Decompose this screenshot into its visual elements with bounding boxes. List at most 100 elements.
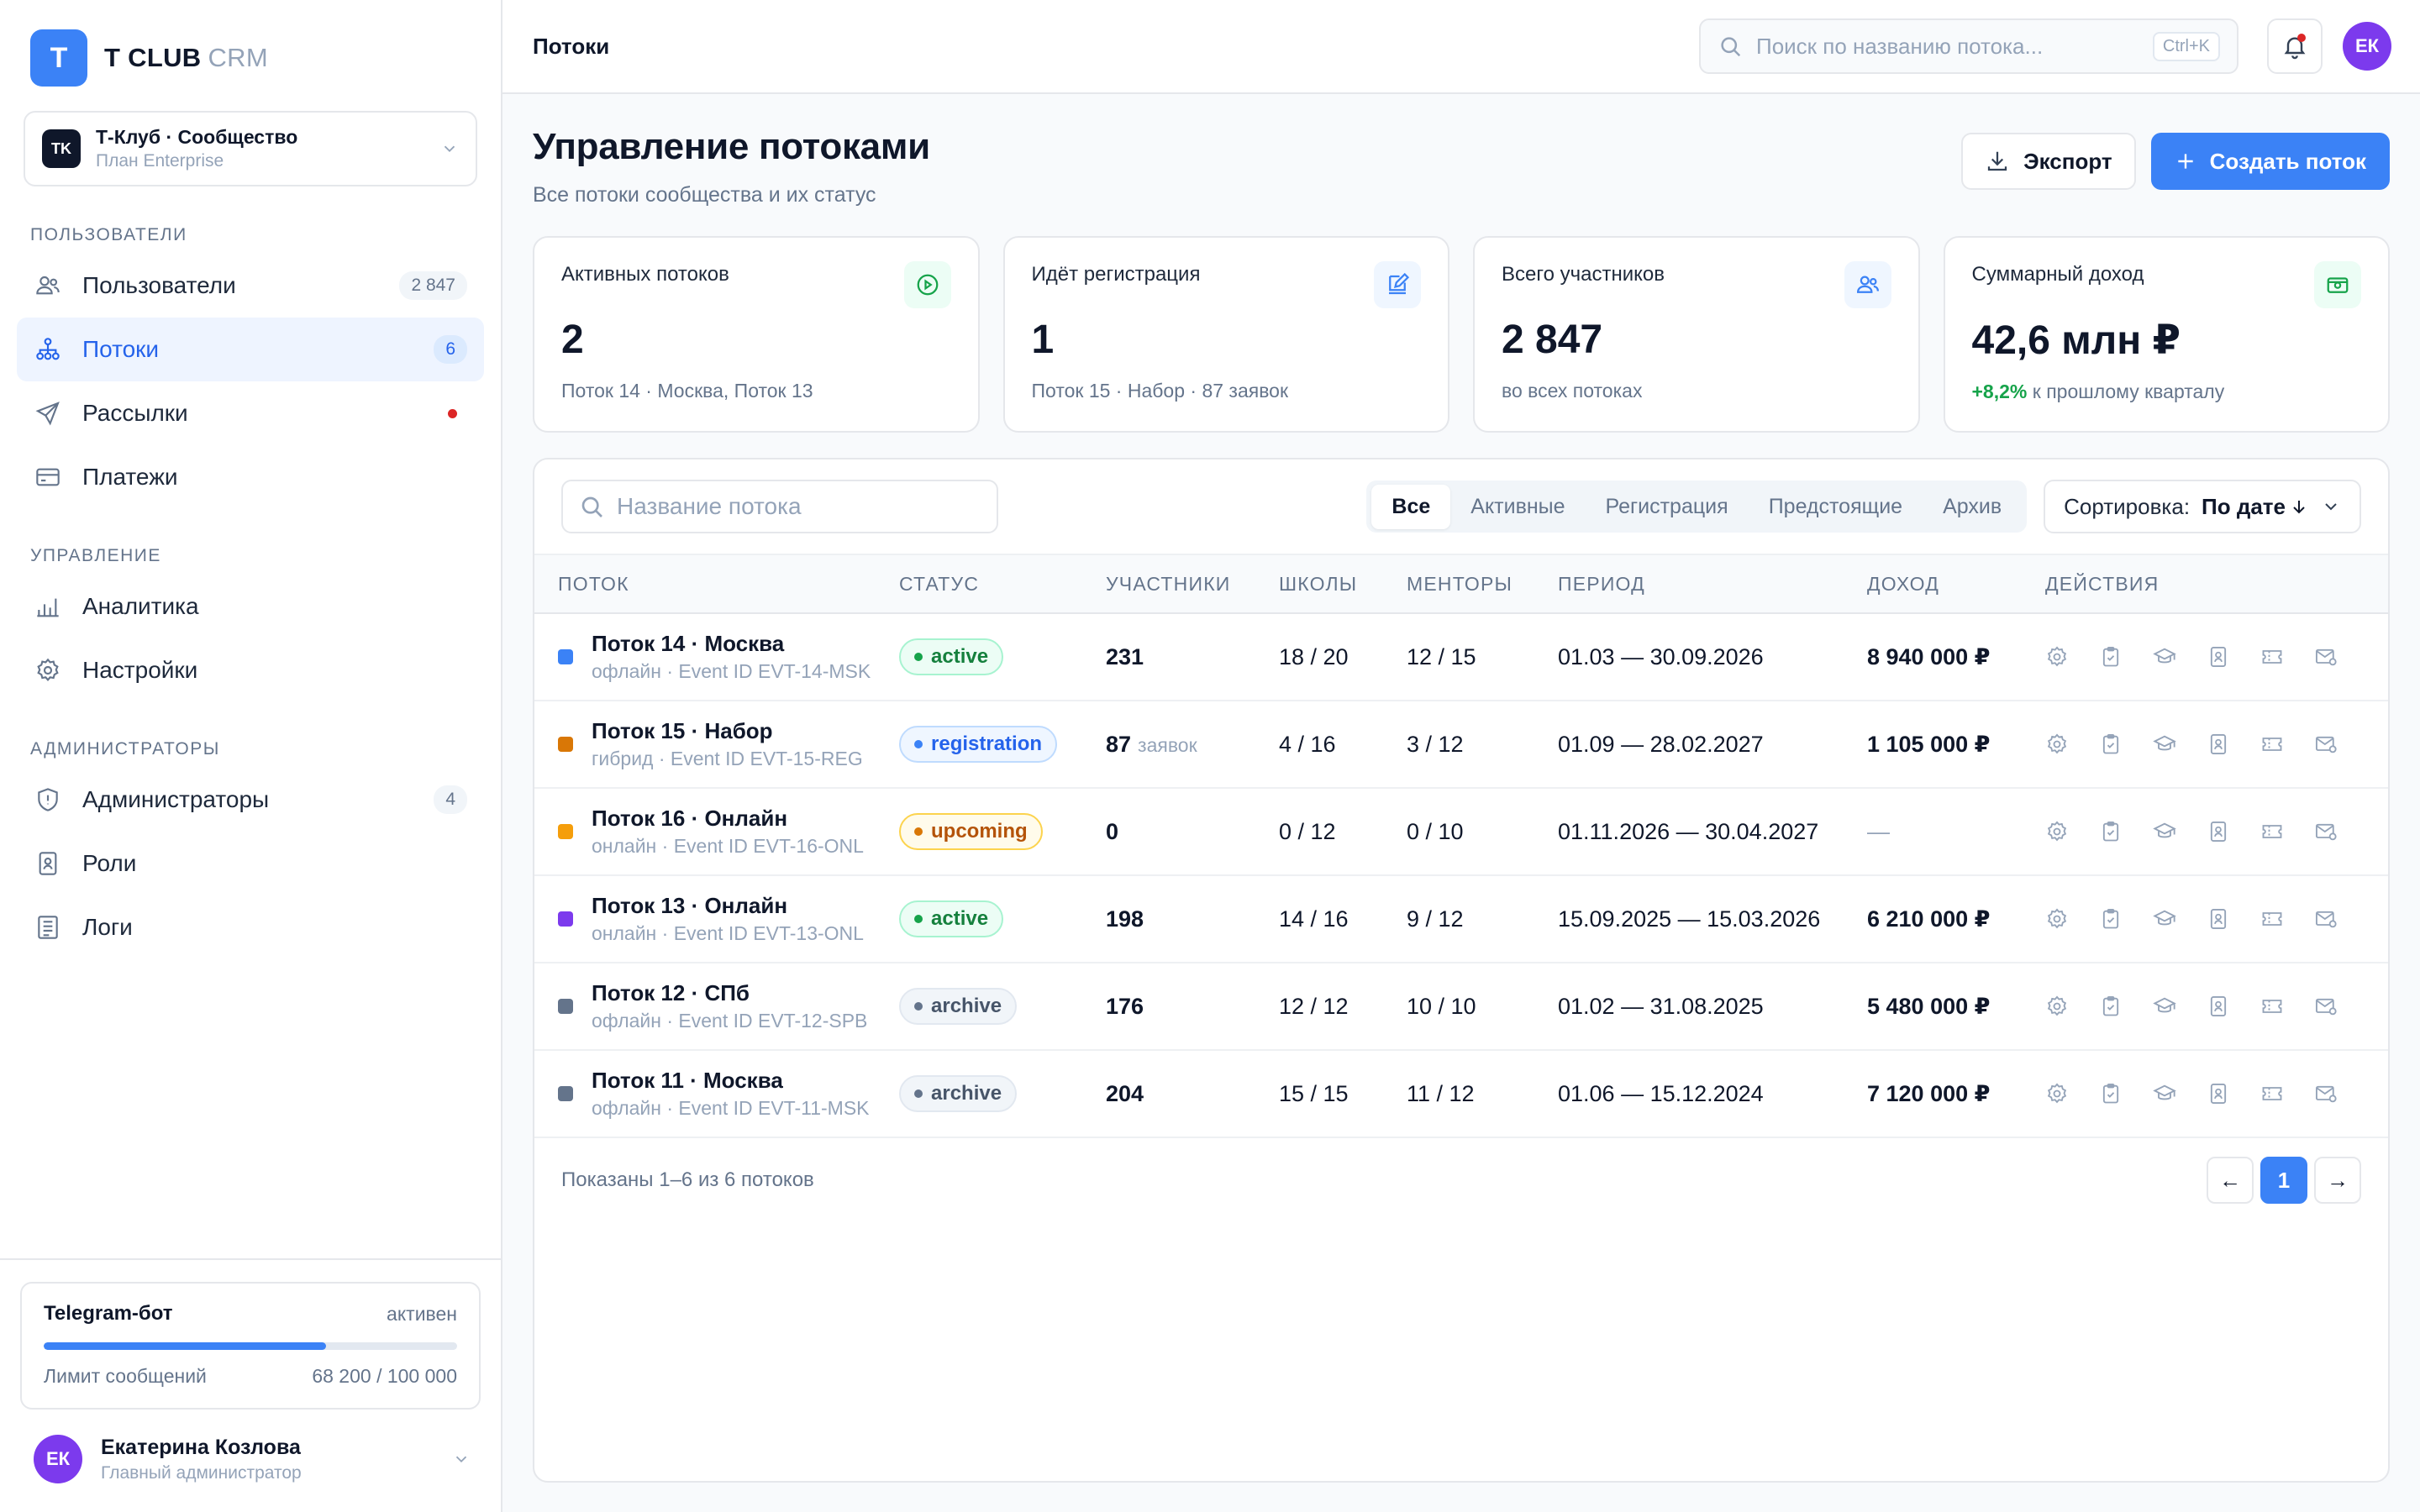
sidebar-item-logs[interactable]: Логи — [17, 895, 484, 959]
flow-name[interactable]: Поток 15 · Набор — [592, 718, 773, 743]
download-icon — [1988, 151, 2007, 171]
gear-icon[interactable] — [2045, 902, 2099, 936]
filter-tab-registration[interactable]: Регистрация — [1605, 494, 1728, 518]
flow-search-input[interactable]: Название потока — [561, 480, 998, 533]
table-row[interactable]: Поток 11 · Москва офлайн · Event ID EVT-1… — [534, 1051, 2388, 1138]
flow-name[interactable]: Поток 11 · Москва — [592, 1068, 783, 1093]
mail-settings-icon[interactable] — [2314, 815, 2368, 848]
flow-meta: онлайн · Event ID EVT-13-ONL — [592, 922, 864, 944]
gear-icon[interactable] — [2045, 727, 2099, 761]
column-header-flow[interactable]: ПОТОК — [558, 572, 629, 595]
graduation-cap-icon[interactable] — [2153, 815, 2207, 848]
table-row[interactable]: Поток 13 · Онлайн онлайн · Event ID EVT-1… — [534, 876, 2388, 963]
user-role: Главный администратор — [101, 1462, 302, 1483]
id-badge-icon[interactable] — [2207, 640, 2260, 674]
id-badge-icon[interactable] — [2207, 902, 2260, 936]
mail-settings-icon[interactable] — [2314, 1077, 2368, 1110]
ticket-icon[interactable] — [2260, 1077, 2314, 1110]
notifications-button[interactable] — [2267, 18, 2323, 74]
clipboard-icon[interactable] — [2099, 902, 2153, 936]
next-page-button[interactable]: → — [2314, 1157, 2361, 1204]
table-row[interactable]: Поток 15 · Набор гибрид · Event ID EVT-15… — [534, 701, 2388, 789]
gear-icon[interactable] — [2045, 1077, 2099, 1110]
column-header-status[interactable]: СТАТУС — [899, 572, 980, 595]
id-badge-icon[interactable] — [2207, 1077, 2260, 1110]
sidebar-item-label: Логи — [82, 914, 133, 940]
filter-tab-all[interactable]: Все — [1371, 484, 1451, 529]
stat-card-total-members: Всего участников 2 847 во всех потоках — [1473, 236, 1920, 433]
gear-icon[interactable] — [2045, 815, 2099, 848]
graduation-cap-icon[interactable] — [2153, 902, 2207, 936]
mail-settings-icon[interactable] — [2314, 727, 2368, 761]
table-footer: Показаны 1–6 из 6 потоков ← 1 → — [534, 1138, 2388, 1222]
sidebar-item-flows[interactable]: Потоки 6 — [17, 318, 484, 381]
column-header-members[interactable]: УЧАСТНИКИ — [1106, 572, 1231, 595]
clipboard-icon[interactable] — [2099, 990, 2153, 1023]
sidebar-item-payments[interactable]: Платежи — [17, 445, 484, 509]
avatar[interactable]: ЕК — [2343, 22, 2391, 71]
search-icon — [581, 496, 602, 517]
clipboard-icon[interactable] — [2099, 640, 2153, 674]
table-header: ПОТОК СТАТУС УЧАСТНИКИ ШКОЛЫ МЕНТОРЫ ПЕР… — [534, 555, 2388, 614]
graduation-cap-icon[interactable] — [2153, 990, 2207, 1023]
sidebar-item-mailings[interactable]: Рассылки — [17, 381, 484, 445]
sidebar-item-users[interactable]: Пользователи 2 847 — [17, 254, 484, 318]
status-dot — [914, 915, 923, 923]
id-badge-icon[interactable] — [2207, 815, 2260, 848]
ticket-icon[interactable] — [2260, 640, 2314, 674]
graduation-cap-icon[interactable] — [2153, 640, 2207, 674]
mail-settings-icon[interactable] — [2314, 990, 2368, 1023]
mail-settings-icon[interactable] — [2314, 640, 2368, 674]
table-row[interactable]: Поток 14 · Москва офлайн · Event ID EVT-1… — [534, 614, 2388, 701]
sidebar-item-settings[interactable]: Настройки — [17, 638, 484, 702]
current-user-menu[interactable]: ЕК Екатерина Козлова Главный администрат… — [0, 1410, 501, 1512]
ticket-icon[interactable] — [2260, 990, 2314, 1023]
mentors-value: 10 / 10 — [1407, 993, 1476, 1019]
page-button-1[interactable]: 1 — [2260, 1157, 2307, 1204]
sidebar-item-label: Аналитика — [82, 593, 199, 619]
clipboard-icon[interactable] — [2099, 815, 2153, 848]
clipboard-icon[interactable] — [2099, 1077, 2153, 1110]
graduation-cap-icon[interactable] — [2153, 1077, 2207, 1110]
flow-name[interactable]: Поток 14 · Москва — [592, 631, 785, 656]
limit-label: Лимит сообщений — [44, 1365, 207, 1387]
gear-icon[interactable] — [2045, 990, 2099, 1023]
flow-name[interactable]: Поток 16 · Онлайн — [592, 806, 788, 831]
gear-icon[interactable] — [2045, 640, 2099, 674]
filter-tab-active[interactable]: Активные — [1470, 494, 1565, 518]
ticket-icon[interactable] — [2260, 815, 2314, 848]
global-search-input[interactable]: Поиск по названию потока... Ctrl+K — [1699, 18, 2238, 74]
column-header-mentors[interactable]: МЕНТОРЫ — [1407, 572, 1513, 595]
column-header-schools[interactable]: ШКОЛЫ — [1279, 572, 1358, 595]
prev-page-button[interactable]: ← — [2207, 1157, 2254, 1204]
flow-name[interactable]: Поток 12 · СПб — [592, 980, 750, 1005]
table-row[interactable]: Поток 12 · СПб офлайн · Event ID EVT-12-S… — [534, 963, 2388, 1051]
column-header-income[interactable]: ДОХОД — [1867, 572, 1939, 595]
brand[interactable]: T T CLUB CRM — [0, 0, 501, 87]
gear-icon — [34, 656, 62, 685]
stat-value: 1 — [1031, 318, 1055, 362]
status-badge: active — [899, 638, 1004, 675]
stat-note: +8,2% к прошлому кварталу — [1971, 381, 2225, 402]
org-switcher[interactable]: TK Т-Клуб · Сообщество План Enterprise — [24, 111, 477, 186]
sidebar-item-administrators[interactable]: Администраторы 4 — [17, 768, 484, 832]
ticket-icon[interactable] — [2260, 727, 2314, 761]
id-badge-icon[interactable] — [2207, 990, 2260, 1023]
export-button[interactable]: Экспорт — [1961, 133, 2136, 190]
create-flow-button[interactable]: Создать поток — [2150, 133, 2390, 190]
clipboard-icon[interactable] — [2099, 727, 2153, 761]
sort-select[interactable]: Сортировка: По дате — [2044, 480, 2361, 533]
graduation-cap-icon[interactable] — [2153, 727, 2207, 761]
flow-name[interactable]: Поток 13 · Онлайн — [592, 893, 788, 918]
ticket-icon[interactable] — [2260, 902, 2314, 936]
column-header-period[interactable]: ПЕРИОД — [1558, 572, 1645, 595]
sidebar-item-roles[interactable]: Роли — [17, 832, 484, 895]
sidebar-item-analytics[interactable]: Аналитика — [17, 575, 484, 638]
id-badge-icon[interactable] — [2207, 727, 2260, 761]
table-row[interactable]: Поток 16 · Онлайн онлайн · Event ID EVT-1… — [534, 789, 2388, 876]
org-plan: План Enterprise — [96, 151, 224, 171]
mail-settings-icon[interactable] — [2314, 902, 2368, 936]
stat-growth: +8,2% — [1971, 381, 2028, 402]
filter-tab-upcoming[interactable]: Предстоящие — [1768, 494, 1903, 518]
filter-tab-archive[interactable]: Архив — [1943, 494, 2002, 518]
